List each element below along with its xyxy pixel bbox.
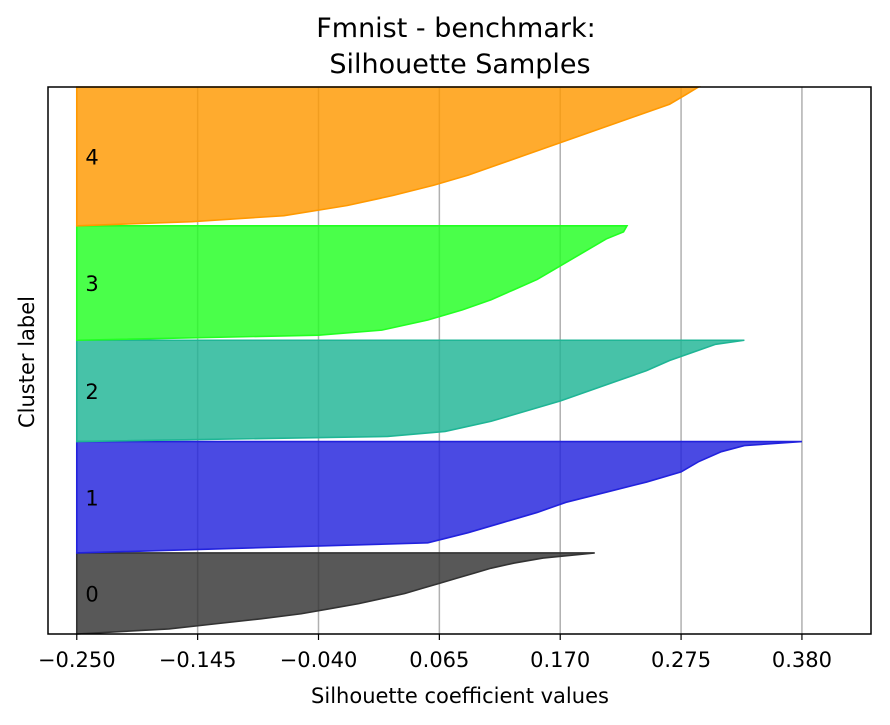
cluster-label-2: 2: [85, 380, 98, 404]
x-tick-label: −0.250: [38, 648, 116, 672]
cluster-3-area: [75, 224, 629, 342]
chart-title: Fmnist - benchmark:: [316, 13, 596, 44]
cluster-0-area: [75, 552, 595, 635]
x-tick-label: 0.065: [409, 648, 469, 672]
x-tick-label: 0.380: [772, 648, 832, 672]
x-tick-label: 0.275: [651, 648, 711, 672]
x-tick-label: −0.145: [159, 648, 237, 672]
cluster-label-1: 1: [85, 486, 98, 510]
y-axis-label: Cluster label: [15, 296, 39, 428]
x-axis-label: Silhouette coefficient values: [311, 684, 609, 708]
cluster-label-4: 4: [85, 145, 98, 169]
silhouette-areas: [75, 86, 802, 635]
x-tick-label: −0.040: [280, 648, 358, 672]
cluster-labels: 0 1 2 3 4: [85, 145, 98, 606]
cluster-label-3: 3: [85, 272, 98, 296]
x-tick-label: 0.170: [530, 648, 590, 672]
cluster-label-0: 0: [85, 582, 98, 606]
cluster-1-area: [75, 440, 802, 554]
plot-frame: [47, 86, 872, 635]
cluster-4-area: [75, 86, 702, 227]
chart-subtitle: Silhouette Samples: [329, 49, 590, 80]
x-axis-ticks: −0.250 −0.145 −0.040 0.065 0.170 0.275 0.380: [38, 634, 832, 672]
cluster-2-area: [75, 339, 745, 443]
